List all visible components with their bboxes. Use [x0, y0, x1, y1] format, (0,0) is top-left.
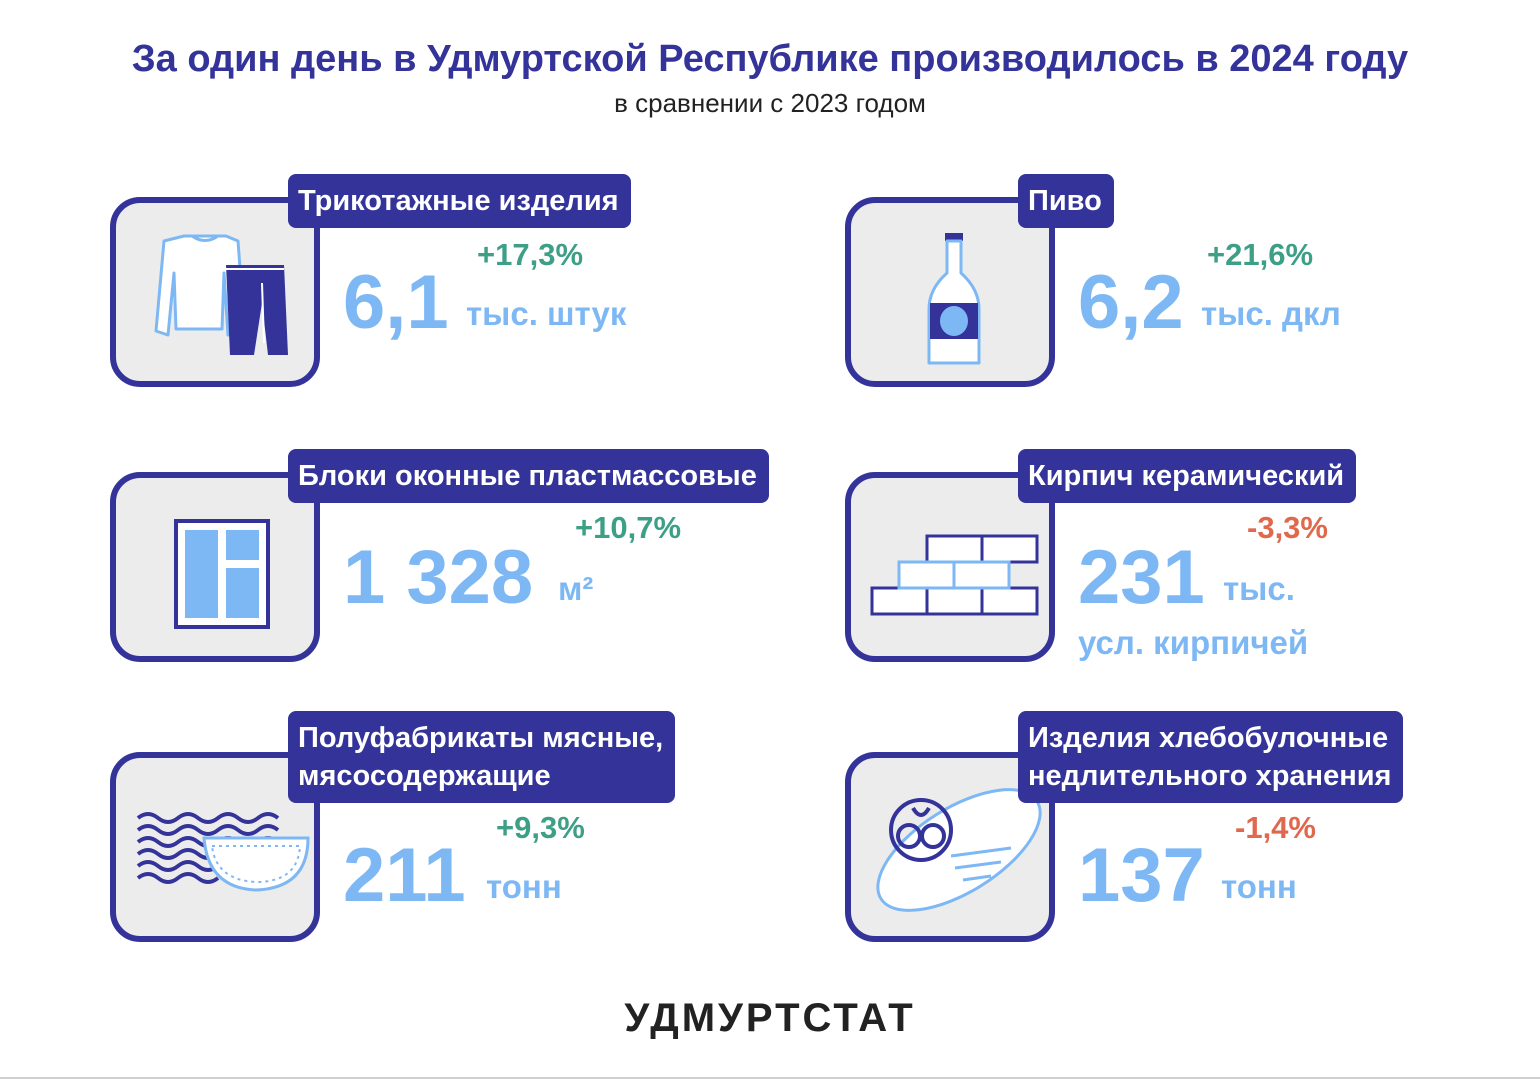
stat-unit: тыс. штук [466, 295, 627, 332]
stat-value: 1 328 [343, 535, 534, 620]
dumplings-icon-box [110, 752, 320, 942]
beer-bottle-icon [927, 233, 981, 365]
stat-unit: тыс. [1223, 570, 1295, 607]
card-label: Пиво [1018, 174, 1114, 228]
change-badge: +21,6% [1207, 237, 1314, 272]
page-title: За один день в Удмуртской Республике про… [131, 38, 1409, 80]
card-label-line1: Полуфабрикаты мясные, [298, 722, 664, 754]
stat-value: 231 [1078, 535, 1205, 620]
card-label: Полуфабрикаты мясные, мясосодержащие [288, 711, 676, 803]
brick-icon-box [845, 472, 1055, 662]
bread-icon-box [845, 752, 1055, 942]
card-label: Блоки оконные пластмассовые [288, 449, 769, 503]
card-label-line2: мясосодержащие [298, 760, 551, 792]
window-icon-box [110, 472, 320, 662]
brand-logo: УДМУРТСТАТ [624, 996, 916, 1040]
card-label: Кирпич керамический [1018, 449, 1357, 503]
brick-icon [870, 534, 1039, 616]
stat-unit: тыс. дкл [1201, 295, 1341, 332]
divider [0, 1077, 1540, 1079]
card-label-line1: Изделия хлебобулочные [1028, 722, 1389, 754]
knitwear-icon-box [110, 197, 320, 387]
stat-value: 211 [343, 833, 466, 918]
window-icon [174, 519, 270, 629]
change-badge: +9,3% [496, 810, 585, 845]
dumplings-icon [136, 812, 310, 892]
stat-unit: тонн [486, 868, 562, 905]
stat-unit: тонн [1221, 868, 1297, 905]
stat-unit-secondary: усл. кирпичей [1078, 624, 1309, 661]
stat-value: 6,2 [1078, 260, 1184, 345]
card-label-line2: недлительного хранения [1028, 760, 1392, 792]
stat-value: 137 [1078, 833, 1205, 918]
card-label: Трикотажные изделия [288, 174, 631, 228]
change-badge: +10,7% [575, 510, 682, 545]
change-badge: -1,4% [1235, 810, 1316, 845]
page-subtitle: в сравнении с 2023 годом [614, 88, 926, 118]
change-badge: +17,3% [477, 237, 584, 272]
stat-value: 6,1 [343, 260, 449, 345]
beer-icon-box [845, 197, 1055, 387]
knitwear-icon [154, 234, 288, 355]
card-label: Изделия хлебобулочные недлительного хран… [1018, 711, 1404, 803]
change-badge: -3,3% [1247, 510, 1328, 545]
stat-unit: м² [558, 570, 594, 607]
